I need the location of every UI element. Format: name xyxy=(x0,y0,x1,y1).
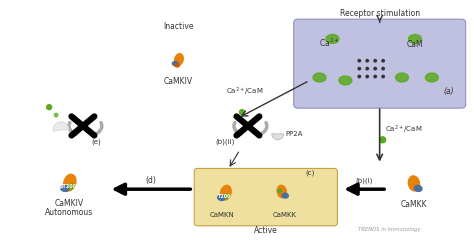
Text: CaMKK: CaMKK xyxy=(401,200,427,209)
Ellipse shape xyxy=(173,61,178,66)
Text: Ca$^{2+}$/CaM: Ca$^{2+}$/CaM xyxy=(226,86,264,98)
Circle shape xyxy=(358,75,360,78)
Circle shape xyxy=(55,113,58,117)
Text: (d): (d) xyxy=(145,176,156,185)
Circle shape xyxy=(366,60,368,62)
Text: CaMKN: CaMKN xyxy=(210,212,235,218)
Ellipse shape xyxy=(218,195,225,200)
Circle shape xyxy=(374,60,376,62)
Circle shape xyxy=(382,75,384,78)
Text: (b)(i): (b)(i) xyxy=(356,177,373,184)
Ellipse shape xyxy=(61,186,69,192)
Text: CaMKIV: CaMKIV xyxy=(55,199,83,208)
Wedge shape xyxy=(53,122,69,131)
Wedge shape xyxy=(272,134,284,140)
Circle shape xyxy=(374,75,376,78)
Text: (b)(ii): (b)(ii) xyxy=(215,139,235,145)
Circle shape xyxy=(69,185,73,189)
Circle shape xyxy=(358,60,360,62)
Ellipse shape xyxy=(396,73,409,82)
Ellipse shape xyxy=(220,185,231,200)
Circle shape xyxy=(380,137,386,143)
Circle shape xyxy=(366,67,368,70)
Text: (e): (e) xyxy=(91,139,100,145)
Text: PP2A: PP2A xyxy=(286,131,303,137)
Ellipse shape xyxy=(277,185,286,198)
Text: pT200: pT200 xyxy=(60,184,77,189)
Text: (a): (a) xyxy=(443,87,454,96)
Text: TRENDS in Immunology: TRENDS in Immunology xyxy=(358,227,420,232)
Text: T200: T200 xyxy=(218,194,231,199)
Circle shape xyxy=(278,189,282,192)
Circle shape xyxy=(71,184,73,186)
Ellipse shape xyxy=(64,174,76,191)
Text: Ca$^{2+}$/CaM: Ca$^{2+}$/CaM xyxy=(384,124,422,136)
Circle shape xyxy=(382,67,384,70)
Circle shape xyxy=(239,110,245,114)
Text: Active: Active xyxy=(254,226,278,235)
Text: Ca$^{2+}$: Ca$^{2+}$ xyxy=(319,36,340,49)
Ellipse shape xyxy=(175,64,179,67)
Ellipse shape xyxy=(339,76,352,85)
Text: Receptor stimulation: Receptor stimulation xyxy=(339,9,419,18)
Text: Inactive: Inactive xyxy=(163,22,193,31)
Circle shape xyxy=(366,75,368,78)
Ellipse shape xyxy=(174,54,183,65)
FancyBboxPatch shape xyxy=(194,168,337,226)
Circle shape xyxy=(382,60,384,62)
Ellipse shape xyxy=(313,73,326,82)
Ellipse shape xyxy=(409,176,419,191)
Circle shape xyxy=(358,67,360,70)
Circle shape xyxy=(225,194,228,198)
Ellipse shape xyxy=(409,35,421,43)
Circle shape xyxy=(374,67,376,70)
Text: CaMKK: CaMKK xyxy=(273,212,297,218)
Text: CaM: CaM xyxy=(407,40,423,49)
Text: Autonomous: Autonomous xyxy=(45,208,93,217)
Ellipse shape xyxy=(326,35,339,43)
Ellipse shape xyxy=(414,186,422,192)
Ellipse shape xyxy=(425,73,438,82)
Ellipse shape xyxy=(282,193,288,198)
FancyBboxPatch shape xyxy=(294,19,465,108)
Circle shape xyxy=(46,105,52,110)
Text: (c): (c) xyxy=(305,169,314,176)
Text: CaMKIV: CaMKIV xyxy=(164,78,193,86)
Circle shape xyxy=(227,194,229,196)
